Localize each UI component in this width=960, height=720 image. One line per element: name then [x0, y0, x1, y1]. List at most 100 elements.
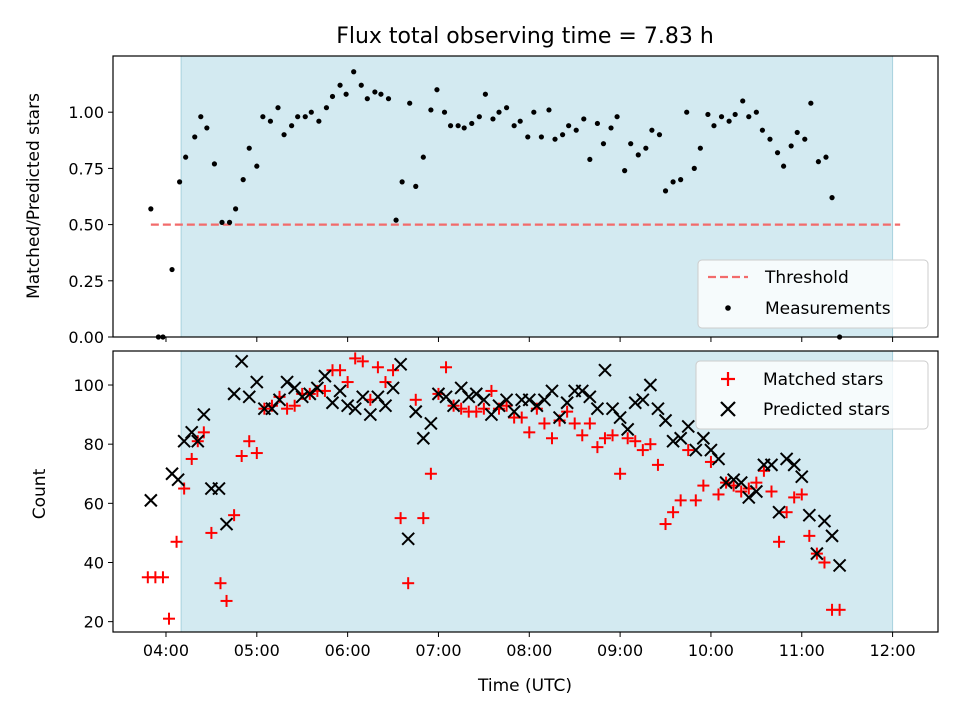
predicted-marker-b [726, 472, 741, 487]
predicted-star-point [590, 401, 605, 416]
measurement-point [441, 109, 448, 115]
predicted-star-point [356, 390, 370, 404]
measurement-point [351, 69, 357, 75]
predicted-marker-b [416, 431, 431, 445]
predicted-marker-b [171, 472, 185, 487]
predicted-marker-b [696, 431, 711, 445]
matched-star-point [636, 444, 649, 457]
matched-star-point [780, 506, 793, 519]
bottom-x-tick-label: 09:00 [597, 641, 643, 660]
measurement-point [254, 163, 260, 169]
predicted-star-point [832, 558, 847, 573]
predicted-star-point [711, 452, 726, 466]
predicted-marker-b [832, 558, 847, 573]
measurement-point [628, 141, 634, 147]
measurement-point [525, 134, 531, 140]
legend-predicted-label: Predicted stars [763, 400, 890, 420]
predicted-marker-b [651, 401, 665, 416]
predicted-marker-b [303, 387, 317, 401]
predicted-star-point [212, 481, 226, 496]
predicted-star-point [492, 399, 506, 413]
predicted-marker-b [424, 416, 438, 431]
matched-star-point [402, 577, 415, 590]
predicted-marker-b [779, 452, 794, 466]
measurement-point [219, 219, 225, 225]
predicted-star-point [681, 419, 695, 434]
bottom-x-tick-label: 04:00 [143, 641, 189, 660]
measurement-point [705, 111, 711, 118]
measurement-point [295, 114, 301, 120]
matched-star-point [394, 512, 407, 525]
measurement-point [802, 136, 808, 142]
measurement-point [183, 154, 189, 160]
matched-star-point [470, 405, 483, 418]
predicted-star-point [242, 390, 256, 404]
predicted-marker-b [575, 384, 589, 398]
measurement-point [428, 107, 434, 113]
predicted-star-point [530, 399, 544, 413]
bottom-y-ticks: 20 40 60 80 100 [73, 376, 113, 632]
measurement-point [774, 150, 781, 156]
measurement-point [260, 114, 266, 120]
measurement-point [455, 123, 461, 129]
matched-star-point [803, 529, 816, 542]
measurement-point [718, 114, 725, 120]
bottom-x-tick-label: 08:00 [506, 641, 552, 660]
bottom-x-ticks: 04:00 05:00 06:00 07:00 08:00 09:00 10:00 11:00… [143, 632, 916, 660]
predicted-star-point [787, 458, 801, 472]
matched-star-point [818, 556, 831, 569]
bottom-y-tick-label: 20 [84, 613, 104, 632]
measurement-point [635, 152, 641, 158]
top-panel-frame [112, 55, 939, 338]
predicted-star-point [734, 475, 748, 490]
predicted-marker-b [552, 410, 567, 425]
predicted-star-point [696, 431, 711, 445]
matched-star-point [614, 467, 627, 480]
predicted-marker-b [219, 517, 234, 531]
predicted-marker-b [197, 407, 211, 422]
measurement-point [482, 91, 488, 97]
predicted-marker-b [462, 390, 476, 404]
measurement-point [240, 177, 246, 183]
predicted-marker-b [620, 422, 635, 437]
predicted-star-point [303, 387, 317, 401]
matched-star-point [765, 485, 778, 498]
predicted-marker-b [583, 390, 597, 404]
predicted-star-point [636, 393, 650, 407]
measurement-point [697, 145, 703, 151]
bottom-x-tick-label: 12:00 [870, 641, 916, 660]
predicted-star-point [575, 384, 589, 398]
matched-star-point [205, 526, 218, 539]
predicted-star-point [325, 396, 340, 410]
matched-star-point [712, 488, 725, 501]
predicted-star-point [507, 404, 521, 419]
matched-star-point [591, 441, 604, 454]
measurement-point [531, 109, 537, 115]
predicted-star-point [469, 387, 484, 401]
measurement-point [420, 154, 426, 160]
predicted-marker-b [280, 375, 294, 389]
predicted-star-point [272, 393, 287, 407]
predicted-star-point [749, 484, 764, 499]
measurement-point [823, 154, 829, 160]
matched-star-point [568, 417, 581, 430]
matched-star-point [750, 476, 763, 489]
matched-star-point [477, 402, 490, 415]
predicted-star-point [795, 470, 809, 484]
matched-star-point [170, 535, 183, 548]
predicted-star-point [333, 384, 347, 398]
predicted-star-point [673, 431, 688, 445]
predicted-star-point [817, 514, 832, 528]
predicted-marker-b [409, 404, 423, 419]
measurement-point [323, 105, 330, 111]
predicted-marker-b [386, 381, 400, 395]
measurement-point [753, 109, 759, 115]
matched-star-point [629, 435, 642, 448]
predicted-marker-b [643, 378, 658, 392]
matched-star-point [250, 447, 263, 460]
predicted-marker-b [378, 399, 393, 413]
matched-star-point [773, 535, 786, 548]
predicted-star-point [363, 407, 378, 422]
matched-stars-points [141, 352, 846, 625]
